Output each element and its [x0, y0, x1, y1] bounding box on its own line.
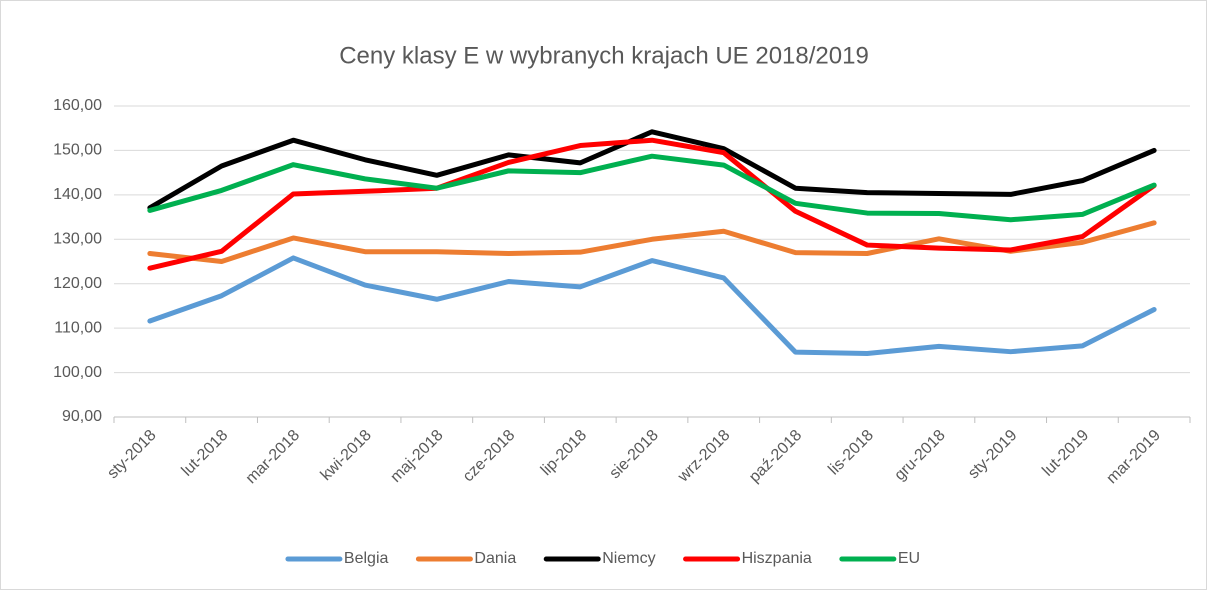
legend: Belgia Dania Niemcy Hiszpania EU [285, 550, 920, 567]
legend-label: EU [898, 550, 920, 567]
y-tick-label: 140,00 [53, 186, 102, 203]
y-tick-label: 150,00 [53, 142, 102, 159]
y-tick-label: 120,00 [53, 275, 102, 292]
legend-label: Dania [474, 550, 516, 567]
series-line [147, 137, 1157, 271]
y-tick-label: 110,00 [54, 319, 102, 336]
legend-label: Belgia [344, 550, 389, 567]
chart-title: Ceny klasy E w wybranych krajach UE 2018… [339, 42, 869, 69]
y-tick-label: 100,00 [53, 364, 102, 381]
legend-label: Niemcy [602, 550, 655, 567]
y-tick-label: 160,00 [53, 97, 102, 114]
series-line [147, 129, 1157, 211]
y-tick-label: 130,00 [53, 231, 102, 248]
legend-label: Hiszpania [742, 550, 812, 567]
y-tick-label: 90,00 [62, 408, 102, 425]
series-line [147, 153, 1157, 223]
series-line [147, 255, 1157, 356]
